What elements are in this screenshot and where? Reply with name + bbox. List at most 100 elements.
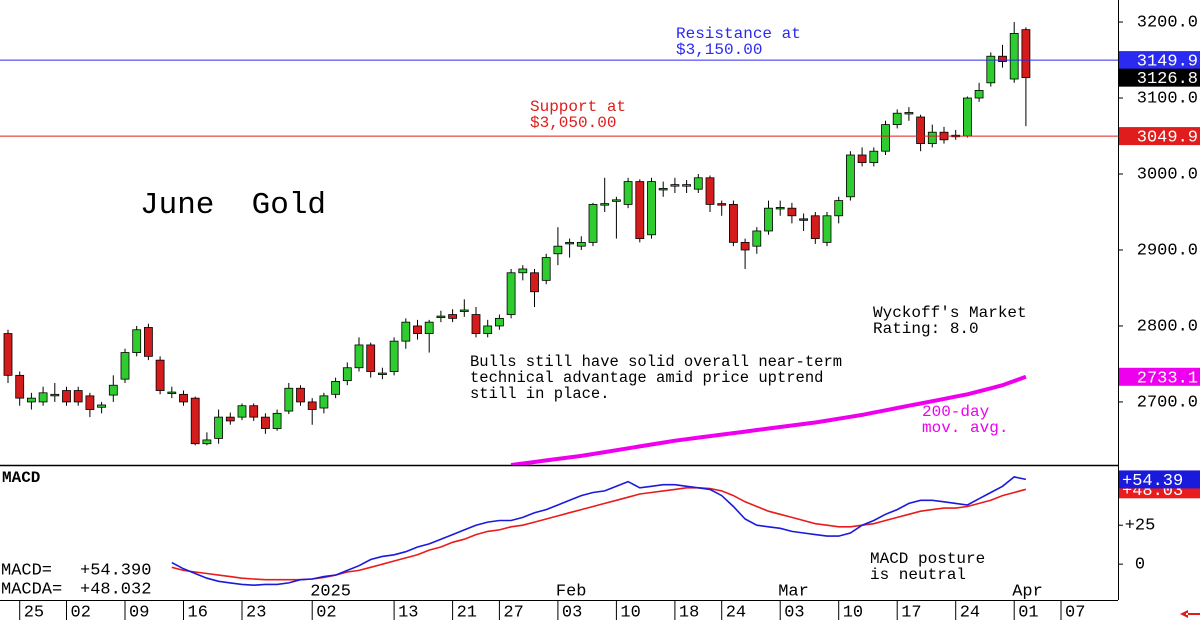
annotation: Bulls still have solid overall near-term: [470, 353, 842, 371]
candle-body: [377, 372, 387, 375]
macd-marker-label: +54.39: [1122, 472, 1183, 491]
x-tick-label: 03: [784, 603, 804, 622]
scroll-arrow: [1180, 610, 1200, 618]
x-tick-label: 25: [24, 603, 44, 622]
x-tick-label: 27: [503, 603, 523, 622]
candle-body: [26, 397, 36, 403]
candle-body: [658, 188, 668, 191]
annotation: Support at: [530, 98, 626, 116]
candle-body: [904, 112, 914, 115]
candle-body: [810, 215, 820, 239]
y-tick-label: 3000.0: [1137, 165, 1198, 184]
candle-body: [927, 131, 937, 145]
readout-box: [0, 560, 170, 600]
x-tick-label: 07: [1065, 603, 1085, 622]
candle-body: [682, 184, 691, 187]
candle-body: [50, 393, 60, 397]
candle-body: [518, 268, 528, 274]
candle-body: [471, 314, 481, 334]
x-tick-label: 17: [901, 603, 921, 622]
candle-body: [237, 405, 247, 418]
candle-body: [799, 218, 808, 221]
candle-body: [413, 325, 422, 334]
macd-annotation: MACD posture: [870, 550, 985, 568]
candle-body: [530, 272, 539, 293]
candle-body: [998, 55, 1007, 62]
annotation: $3,050.00: [530, 114, 616, 132]
candle-body: [73, 390, 83, 403]
y-tick-label: 0: [1135, 556, 1145, 575]
price-marker: [1119, 127, 1200, 146]
candle-body: [857, 154, 867, 163]
candle-body: [143, 327, 153, 357]
readout-name: MACD=: [1, 561, 52, 580]
y-tick-label: 2900.0: [1137, 241, 1198, 260]
candle-body: [635, 181, 645, 239]
candle-body: [1009, 33, 1019, 80]
candle-body: [120, 352, 130, 380]
readout-value: +54.390: [80, 561, 151, 580]
candle-body: [717, 203, 727, 206]
price-marker-label: 3149.9: [1137, 53, 1198, 72]
candle-body: [179, 393, 188, 403]
candle-body: [775, 207, 785, 210]
candle-body: [787, 207, 797, 217]
candle-body: [342, 367, 352, 382]
candle-body: [553, 245, 563, 255]
readout-value: +48.032: [80, 580, 151, 599]
annotation: Rating: 8.0: [873, 320, 979, 338]
x-tick-label: 13: [398, 603, 418, 622]
annotation: technical advantage amid price uptrend: [470, 369, 823, 387]
candle-body: [331, 381, 341, 395]
y-tick-label: 2800.0: [1137, 317, 1198, 336]
candle-body: [752, 230, 762, 247]
candle-body: [623, 181, 633, 205]
y-tick-label: +25: [1125, 517, 1156, 536]
candle-body: [670, 184, 680, 187]
candle-body: [764, 207, 773, 232]
x-tick-label: 21: [457, 603, 477, 622]
month-label: Apr: [1012, 582, 1043, 601]
ma-label: mov. avg.: [922, 419, 1008, 437]
candle-body: [108, 384, 118, 396]
x-tick-label: 18: [679, 603, 699, 622]
y-tick-label: 2700.0: [1137, 393, 1198, 412]
candle-body: [588, 203, 598, 243]
candle-body: [202, 439, 212, 445]
candle-body: [132, 329, 142, 353]
candle-body: [483, 325, 493, 334]
candle-body: [494, 317, 504, 327]
candle-body: [892, 112, 902, 126]
candle-body: [541, 257, 551, 281]
candle-body: [366, 344, 376, 372]
candle-body: [260, 416, 270, 429]
macd-line: [171, 476, 1027, 587]
month-label: Feb: [556, 582, 587, 601]
candle-body: [284, 387, 294, 412]
price-panel: [3, 22, 1031, 465]
candle-body: [319, 395, 329, 409]
candle-body: [740, 241, 750, 251]
x-tick-label: 10: [843, 603, 863, 622]
candle-body: [62, 390, 71, 403]
moving-average-line: [510, 374, 1027, 465]
candle-body: [834, 200, 844, 217]
x-tick-label: 02: [71, 603, 91, 622]
candle-body: [916, 116, 925, 145]
macd-annotation: is neutral: [870, 566, 966, 584]
month-label: Mar: [778, 582, 809, 601]
candle-body: [296, 387, 305, 403]
candle-body: [85, 395, 95, 410]
candle-body: [986, 55, 996, 84]
price-marker: [1119, 68, 1200, 87]
candle-body: [705, 177, 715, 205]
candle-body: [974, 90, 984, 99]
macd-panel: [171, 476, 1027, 587]
x-tick-label: 16: [188, 603, 208, 622]
chart-title: June Gold: [140, 188, 326, 223]
candle-body: [612, 199, 621, 202]
candle-body: [190, 397, 200, 445]
